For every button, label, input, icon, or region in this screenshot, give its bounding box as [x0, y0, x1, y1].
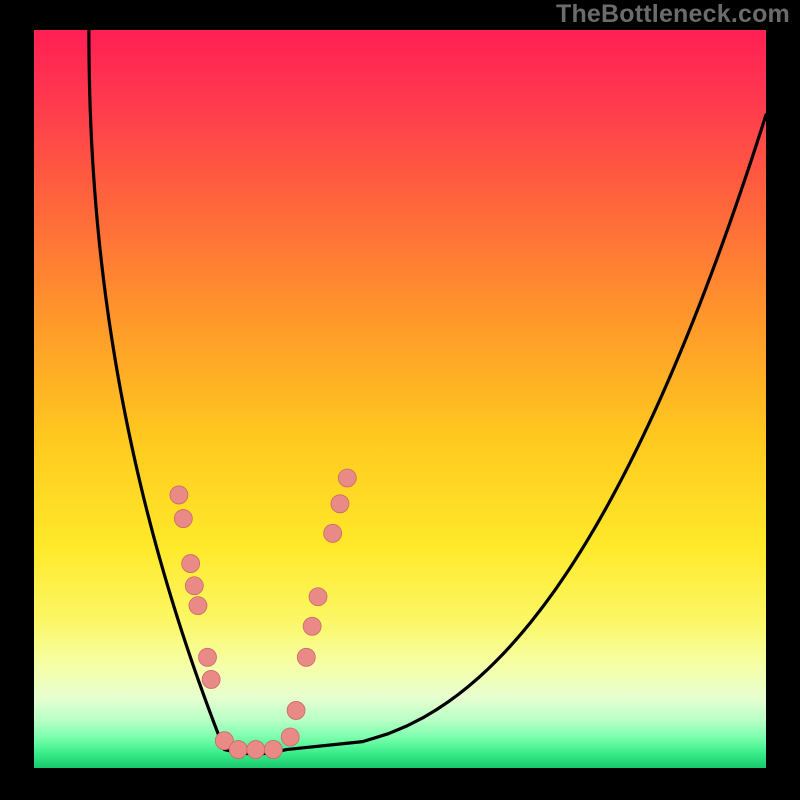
watermark-text: TheBottleneck.com [556, 0, 790, 29]
chart-stage: TheBottleneck.com [0, 0, 800, 800]
curve-marker [264, 741, 282, 759]
curve-marker [297, 648, 315, 666]
curve-marker [287, 701, 305, 719]
curve-marker [202, 670, 220, 688]
curve-marker [324, 524, 342, 542]
curve-marker [170, 486, 188, 504]
plot-area [34, 30, 766, 768]
curve-marker [331, 495, 349, 513]
curve-marker [309, 588, 327, 606]
curve-marker [303, 617, 321, 635]
curve-markers [34, 30, 766, 768]
curve-marker [182, 555, 200, 573]
curve-marker [198, 648, 216, 666]
curve-marker [338, 469, 356, 487]
curve-marker [281, 728, 299, 746]
curve-marker [174, 510, 192, 528]
curve-marker [229, 741, 247, 759]
curve-marker [189, 597, 207, 615]
curve-marker [185, 577, 203, 595]
curve-marker [247, 741, 265, 759]
